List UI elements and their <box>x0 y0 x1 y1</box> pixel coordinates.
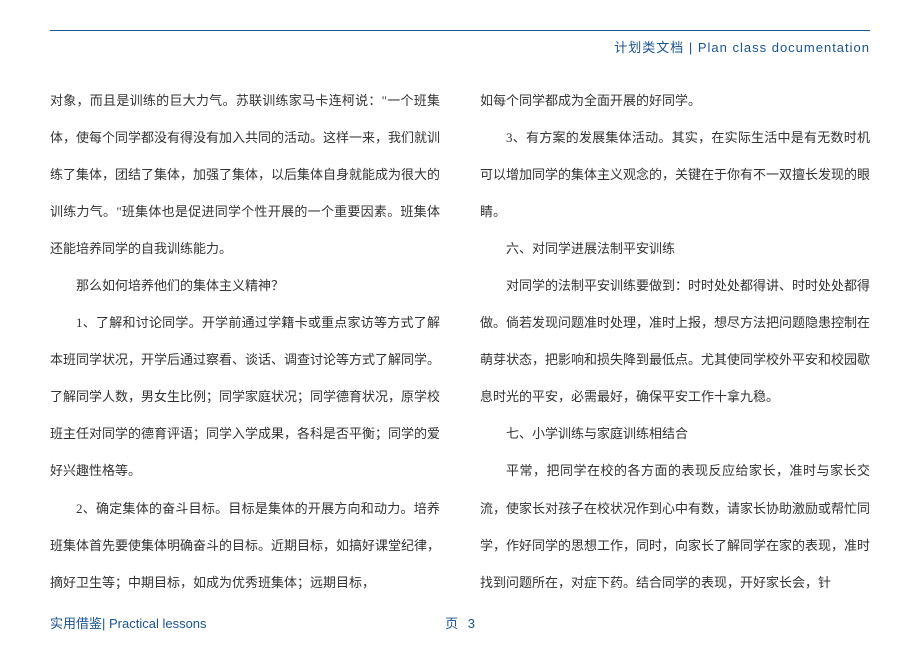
header-text: 计划类文档 | Plan class documentation <box>50 37 870 64</box>
footer-left-text: 实用借鉴| Practical lessons <box>50 613 207 632</box>
paragraph: 1、了解和讨论同学。开学前通过学籍卡或重点家访等方式了解本班同学状况，开学后通过… <box>50 304 440 489</box>
paragraph: 平常，把同学在校的各方面的表现反应给家长，准时与家长交流，使家长对孩子在校状况作… <box>480 452 870 600</box>
footer: 实用借鉴| Practical lessons 页 3 <box>50 613 870 632</box>
header-divider <box>50 30 870 31</box>
paragraph: 六、对同学进展法制平安训练 <box>480 230 870 267</box>
paragraph: 2、确定集体的奋斗目标。目标是集体的开展方向和动力。培养班集体首先要使集体明确奋… <box>50 490 440 601</box>
document-page: 计划类文档 | Plan class documentation 对象，而且是训… <box>0 0 920 650</box>
paragraph: 七、小学训练与家庭训练相结合 <box>480 415 870 452</box>
paragraph: 对象，而且是训练的巨大力气。苏联训练家马卡连柯说："一个班集体，使每个同学都没有… <box>50 82 440 267</box>
right-column: 如每个同学都成为全面开展的好同学。 3、有方案的发展集体活动。其实，在实际生活中… <box>480 82 870 592</box>
content-columns: 对象，而且是训练的巨大力气。苏联训练家马卡连柯说："一个班集体，使每个同学都没有… <box>50 82 870 592</box>
paragraph: 3、有方案的发展集体活动。其实，在实际生活中是有无数时机可以增加同学的集体主义观… <box>480 119 870 230</box>
page-number: 3 <box>468 616 475 631</box>
paragraph: 那么如何培养他们的集体主义精神？ <box>50 267 440 304</box>
page-label: 页 <box>445 616 458 631</box>
left-column: 对象，而且是训练的巨大力气。苏联训练家马卡连柯说："一个班集体，使每个同学都没有… <box>50 82 440 592</box>
paragraph: 对同学的法制平安训练要做到：时时处处都得讲、时时处处都得做。倘若发现问题准时处理… <box>480 267 870 415</box>
footer-page: 页 3 <box>445 613 475 632</box>
paragraph: 如每个同学都成为全面开展的好同学。 <box>480 82 870 119</box>
